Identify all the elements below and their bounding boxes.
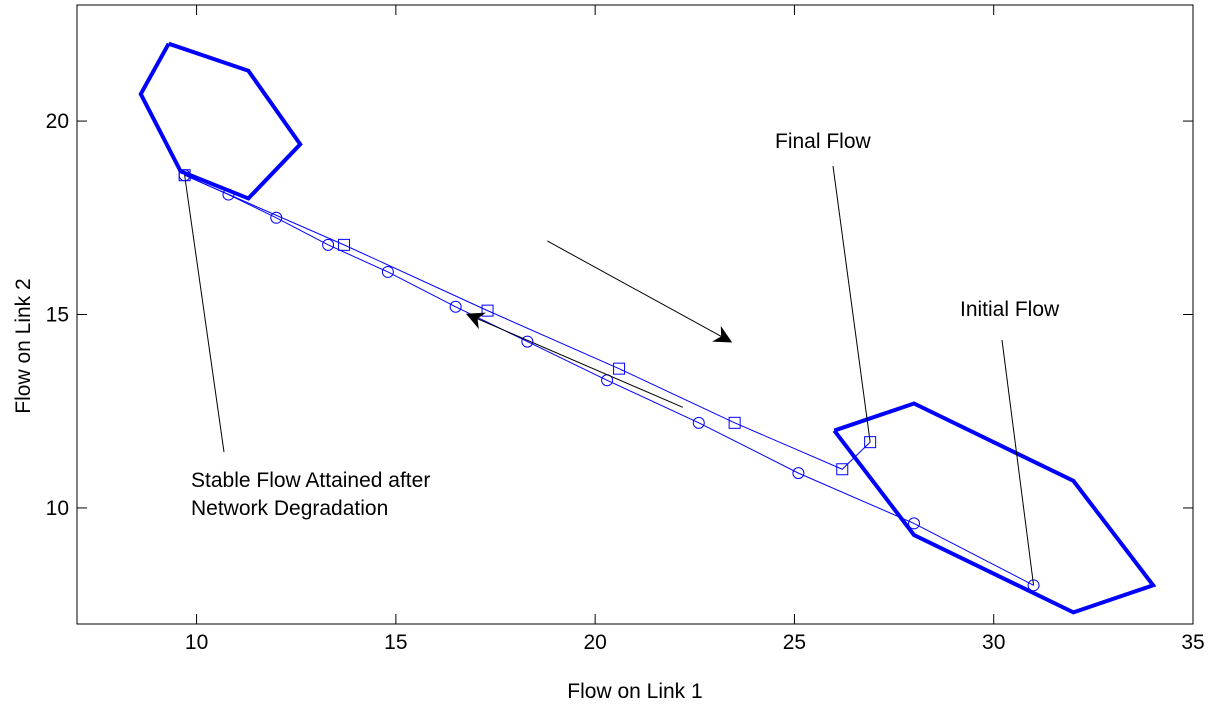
y-tick-label: 10 — [46, 497, 69, 520]
series-1-point — [908, 517, 920, 530]
series-2-line — [184, 174, 871, 470]
x-tick-label: 15 — [384, 631, 407, 654]
x-axis-label: Flow on Link 1 — [567, 680, 702, 703]
axis-ticks: 10 15 20 25 30 35 10 15 20 — [46, 5, 1205, 654]
series-2-point — [836, 463, 849, 476]
x-tick-label: 30 — [982, 631, 1005, 654]
series-2-point — [728, 416, 741, 429]
feasible-region-2 — [832, 401, 1157, 615]
x-tick-label: 10 — [185, 631, 208, 654]
x-tick-label: 20 — [583, 631, 606, 654]
annotation-label-1: Final Flow — [775, 130, 872, 153]
series-1-point — [692, 416, 705, 429]
y-tick-label: 15 — [46, 304, 69, 327]
series-2-point — [178, 169, 191, 182]
annotation-leader-1 — [832, 165, 871, 443]
x-tick-label: 25 — [783, 631, 806, 654]
series-2-point — [613, 362, 626, 375]
annotation-line: Stable Flow Attained after — [191, 469, 430, 492]
feasible-regions — [138, 41, 1157, 615]
trajectories — [178, 169, 1040, 592]
series-2-point — [481, 304, 494, 317]
series-1-point — [1027, 579, 1040, 592]
y-axis-label: Flow on Link 2 — [12, 278, 35, 413]
direction-arrow-2 — [465, 312, 684, 408]
series-1-point — [521, 335, 534, 348]
annotation-label-3: Stable Flow Attained after Network Degrad… — [191, 469, 430, 520]
direction-arrows — [465, 240, 733, 408]
series-2-point — [338, 238, 351, 251]
series-1-point — [381, 265, 394, 278]
series-1-line — [184, 174, 1034, 586]
annotation-leader-3 — [184, 175, 225, 453]
direction-arrow-1 — [547, 240, 733, 343]
series-2-point — [864, 436, 877, 449]
annotations: Final Flow Initial Flow Stable Flow Attain… — [184, 130, 1060, 586]
series-1-point — [322, 238, 335, 251]
y-tick-label: 20 — [46, 110, 69, 133]
x-tick-label: 35 — [1181, 631, 1204, 654]
annotation-leader-2 — [1001, 339, 1035, 586]
annotation-label-2: Initial Flow — [960, 298, 1060, 321]
annotation-line: Initial Flow — [960, 298, 1060, 321]
annotation-line: Final Flow — [775, 130, 872, 153]
series-1-point — [449, 300, 462, 313]
annotation-line: Network Degradation — [191, 497, 388, 520]
feasible-region-1 — [138, 41, 303, 201]
series-1-point — [792, 467, 805, 480]
series-1-point — [222, 188, 235, 201]
